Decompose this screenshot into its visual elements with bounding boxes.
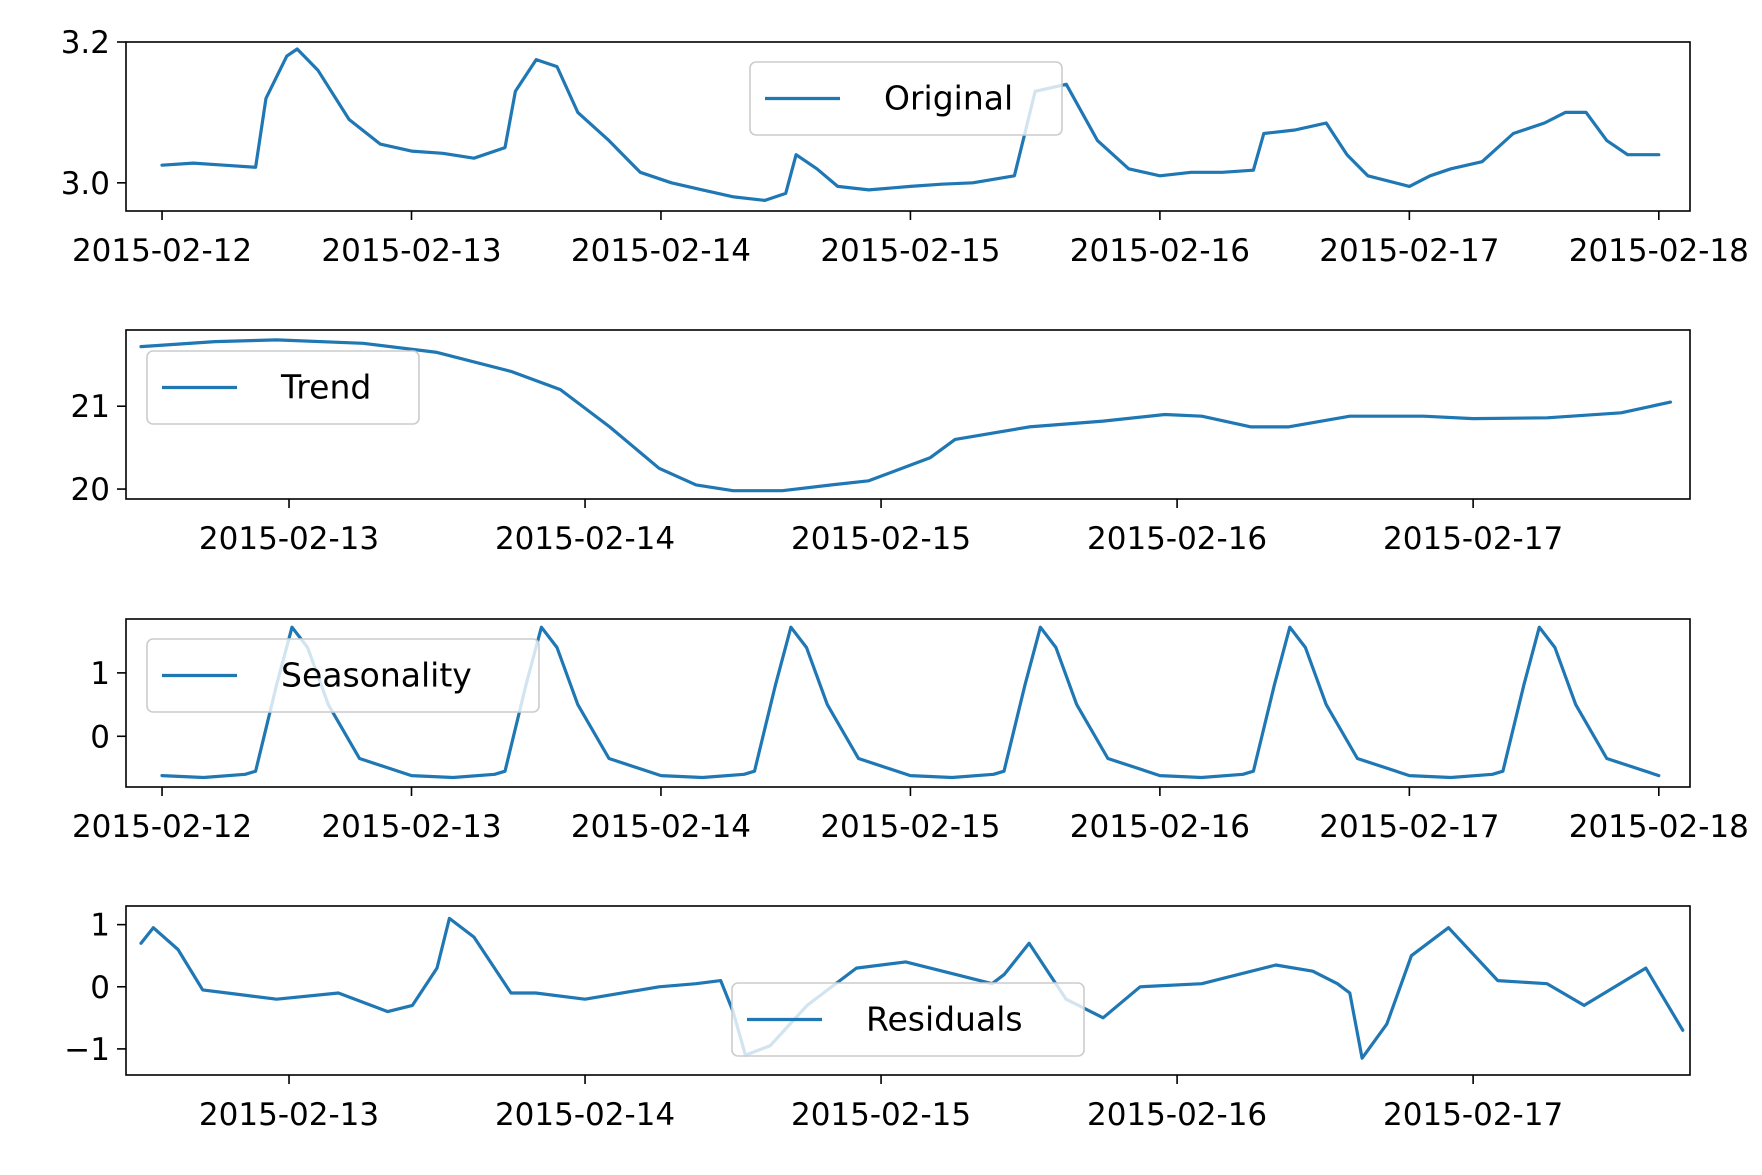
x-tick-label: 2015-02-14 [495,1097,675,1133]
x-tick-label: 2015-02-17 [1383,521,1563,557]
series-line-3-1 [160,625,1661,780]
axes-frame [125,618,1691,788]
y-tick-label: 0 [90,719,110,755]
y-tick-label: 1 [90,656,110,692]
x-tick-label: 2015-02-14 [571,809,751,845]
x-tick-label: 2015-02-15 [791,1097,971,1133]
x-tick-label: 2015-02-16 [1070,809,1250,845]
y-tick-label: 3.2 [61,25,110,61]
legend-box [731,982,1085,1057]
x-tick-label: 2015-02-17 [1319,233,1499,269]
legend: Seasonality [146,638,540,713]
x-tick-label: 2015-02-13 [199,521,379,557]
x-tick-label: 2015-02-13 [321,809,501,845]
axes-frame [125,329,1691,500]
legend-label: Residuals [866,1000,1023,1039]
y-tick-label: 21 [71,389,110,425]
legend: Residuals [731,982,1085,1057]
x-tick-label: 2015-02-15 [820,233,1000,269]
legend-box [146,350,420,425]
subplot-3: 0 1 2015-02-12 2015-02-13 2015-02-14 2015-02-… [72,618,1749,845]
series-line-4-1 [139,916,1685,1060]
legend-box [146,638,540,713]
legend-box [749,61,1063,136]
x-tick-label: 2015-02-12 [72,809,252,845]
x-tick-label: 2015-02-16 [1070,233,1250,269]
x-tick-label: 2015-02-18 [1569,809,1749,845]
x-tick-label: 2015-02-17 [1383,1097,1563,1133]
x-tick-label: 2015-02-16 [1087,521,1267,557]
legend-label: Seasonality [281,656,472,695]
y-tick-label: 3.0 [61,166,110,202]
x-tick-label: 2015-02-16 [1087,1097,1267,1133]
legend: Trend [146,350,420,425]
x-tick-label: 2015-02-14 [571,233,751,269]
legend: Original [749,61,1063,136]
x-tick-label: 2015-02-14 [495,521,675,557]
legend-label: Original [884,79,1013,118]
series-line-1-1 [160,47,1661,202]
x-tick-label: 2015-02-15 [820,809,1000,845]
y-tick-label: 20 [71,472,110,508]
x-tick-label: 2015-02-15 [791,521,971,557]
subplot-4: −1 0 1 2015-02-13 2015-02-14 2015-02-15 2015-0… [64,905,1691,1133]
y-tick-label: 1 [90,908,110,944]
x-tick-label: 2015-02-12 [72,233,252,269]
x-tick-label: 2015-02-17 [1319,809,1499,845]
legend-label: Trend [280,368,371,407]
axes-frame [125,905,1691,1076]
x-tick-label: 2015-02-18 [1569,233,1749,269]
subplot-2: 20 21 2015-02-13 2015-02-14 2015-02-15 2015-0… [71,329,1691,557]
series-line-2-1 [139,338,1673,493]
y-tick-label: 0 [90,970,110,1006]
axes-frame [125,41,1691,212]
subplot-1: 3.0 3.2 2015-02-12 2015-02-13 2015-02-14 2015… [61,25,1749,269]
y-tick-label: −1 [64,1032,110,1068]
x-tick-label: 2015-02-13 [199,1097,379,1133]
x-tick-label: 2015-02-13 [321,233,501,269]
